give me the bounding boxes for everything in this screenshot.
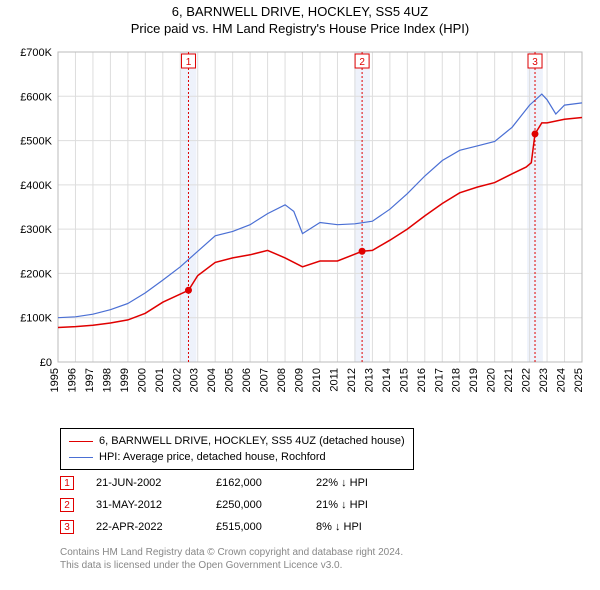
xtick-label: 2018 xyxy=(451,368,463,392)
ytick-label: £400K xyxy=(20,180,52,192)
sales-marker-box: 2 xyxy=(60,498,74,512)
xtick-label: 1999 xyxy=(119,368,131,392)
sales-row: 2 31-MAY-2012£250,00021% ↓ HPI xyxy=(60,494,416,516)
sale-marker-dot xyxy=(359,248,366,255)
xtick-label: 2003 xyxy=(189,368,201,392)
xtick-label: 2011 xyxy=(328,368,340,392)
xtick-label: 2004 xyxy=(206,368,218,392)
xtick-label: 2017 xyxy=(433,368,445,392)
xtick-label: 2025 xyxy=(573,368,585,392)
sales-price: £162,000 xyxy=(216,477,316,489)
attribution-line2: This data is licensed under the Open Gov… xyxy=(60,559,403,572)
ytick-label: £500K xyxy=(20,136,52,148)
sales-row: 1 21-JUN-2002£162,00022% ↓ HPI xyxy=(60,472,416,494)
sale-marker-dot xyxy=(185,287,192,294)
sales-price: £250,000 xyxy=(216,499,316,511)
xtick-label: 2013 xyxy=(363,368,375,392)
xtick-label: 2014 xyxy=(381,368,393,392)
sales-date: 21-JUN-2002 xyxy=(96,477,216,489)
xtick-label: 1997 xyxy=(84,368,96,392)
ytick-label: £100K xyxy=(20,313,52,325)
chart-title-subtitle: Price paid vs. HM Land Registry's House … xyxy=(0,21,600,36)
ytick-label: £300K xyxy=(20,224,52,236)
xtick-label: 2010 xyxy=(311,368,323,392)
xtick-label: 1998 xyxy=(101,368,113,392)
sale-band xyxy=(181,52,197,362)
sales-row: 3 22-APR-2022£515,0008% ↓ HPI xyxy=(60,516,416,538)
legend-swatch xyxy=(69,441,93,442)
xtick-label: 2000 xyxy=(136,368,148,392)
xtick-label: 2007 xyxy=(259,368,271,392)
xtick-label: 2024 xyxy=(556,368,568,392)
legend-swatch xyxy=(69,457,93,458)
xtick-label: 2023 xyxy=(538,368,550,392)
chart-area: £0 £100K £200K £300K £400K £500K £600K £700K 199… xyxy=(8,44,592,424)
sales-marker-box: 1 xyxy=(60,476,74,490)
xtick-label: 1996 xyxy=(66,368,78,392)
xtick-label: 2015 xyxy=(398,368,410,392)
xtick-label: 1995 xyxy=(49,368,61,392)
sales-price: £515,000 xyxy=(216,521,316,533)
ytick-label: £200K xyxy=(20,268,52,280)
sales-diff: 22% ↓ HPI xyxy=(316,477,416,489)
xtick-label: 2009 xyxy=(294,368,306,392)
xtick-label: 2021 xyxy=(503,368,515,392)
xtick-label: 2002 xyxy=(171,368,183,392)
sales-diff: 21% ↓ HPI xyxy=(316,499,416,511)
attribution-line1: Contains HM Land Registry data © Crown c… xyxy=(60,546,403,559)
sale-band xyxy=(354,52,370,362)
legend-label: 6, BARNWELL DRIVE, HOCKLEY, SS5 4UZ (det… xyxy=(99,435,405,447)
ytick-label: £0 xyxy=(40,357,52,369)
chart-title-block: 6, BARNWELL DRIVE, HOCKLEY, SS5 4UZ Pric… xyxy=(0,0,600,36)
xtick-label: 2016 xyxy=(416,368,428,392)
chart-svg: £0 £100K £200K £300K £400K £500K £600K £700K 199… xyxy=(8,44,592,424)
sales-diff: 8% ↓ HPI xyxy=(316,521,416,533)
sales-date: 22-APR-2022 xyxy=(96,521,216,533)
legend-row: HPI: Average price, detached house, Roch… xyxy=(69,449,405,465)
xtick-label: 2020 xyxy=(486,368,498,392)
xtick-label: 2006 xyxy=(241,368,253,392)
sale-marker-number: 1 xyxy=(186,57,192,68)
attribution: Contains HM Land Registry data © Crown c… xyxy=(60,546,403,572)
xtick-label: 2019 xyxy=(468,368,480,392)
ytick-label: £700K xyxy=(20,47,52,59)
sale-marker-dot xyxy=(532,130,539,137)
legend-row: 6, BARNWELL DRIVE, HOCKLEY, SS5 4UZ (det… xyxy=(69,433,405,449)
legend: 6, BARNWELL DRIVE, HOCKLEY, SS5 4UZ (det… xyxy=(60,428,414,470)
sale-marker-number: 2 xyxy=(359,57,365,68)
ytick-label: £600K xyxy=(20,91,52,103)
xtick-label: 2001 xyxy=(154,368,166,392)
xtick-label: 2022 xyxy=(521,368,533,392)
xtick-label: 2005 xyxy=(224,368,236,392)
xtick-label: 2008 xyxy=(276,368,288,392)
sales-table: 1 21-JUN-2002£162,00022% ↓ HPI 2 31-MAY-201… xyxy=(60,472,416,538)
chart-title-address: 6, BARNWELL DRIVE, HOCKLEY, SS5 4UZ xyxy=(0,4,600,19)
sales-date: 31-MAY-2012 xyxy=(96,499,216,511)
xtick-label: 2012 xyxy=(346,368,358,392)
legend-label: HPI: Average price, detached house, Roch… xyxy=(99,451,326,463)
sales-marker-box: 3 xyxy=(60,520,74,534)
sale-marker-number: 3 xyxy=(532,57,538,68)
